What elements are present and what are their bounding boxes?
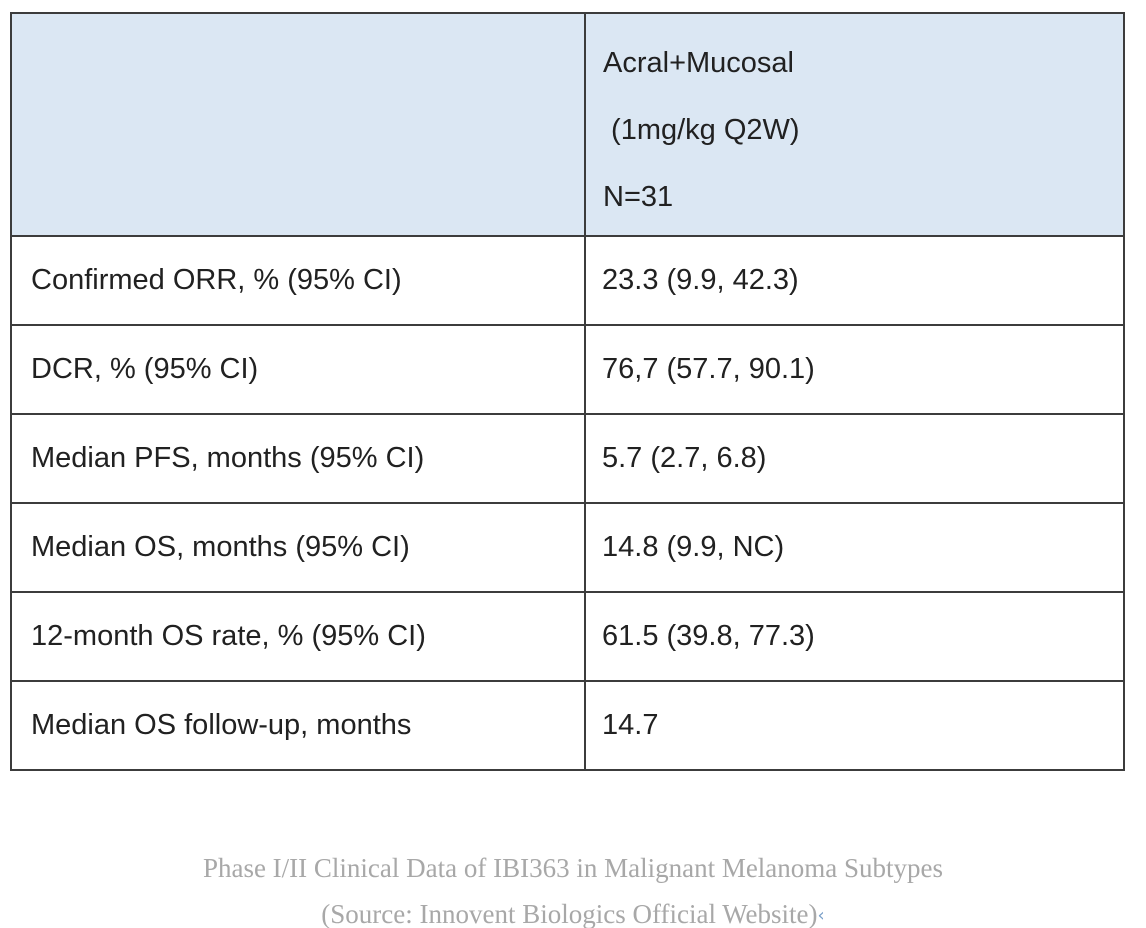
row-value-dcr: 76,7 (57.7, 90.1) <box>584 324 1125 415</box>
table-header-row: Acral+Mucosal (1mg/kg Q2W) N=31 <box>10 12 1125 237</box>
row-label-os: Median OS, months (95% CI) <box>10 502 586 593</box>
table-row: 12-month OS rate, % (95% CI) 61.5 (39.8,… <box>10 591 1125 682</box>
caption-source-line: (Source: Innovent Biologics Official Web… <box>0 891 1146 928</box>
header-cohort-cell: Acral+Mucosal (1mg/kg Q2W) N=31 <box>584 12 1125 237</box>
caption-title-text: Phase I/II Clinical Data of IBI363 in Ma… <box>202 853 944 883</box>
table-row: Confirmed ORR, % (95% CI) 23.3 (9.9, 42.… <box>10 235 1125 326</box>
table-row: Median PFS, months (95% CI) 5.7 (2.7, 6.… <box>10 413 1125 504</box>
row-label-pfs: Median PFS, months (95% CI) <box>10 413 586 504</box>
table-caption: Phase I/II Clinical Data of IBI363 in Ma… <box>0 845 1146 928</box>
table-row: Median OS follow-up, months 14.7 <box>10 680 1125 771</box>
row-label-orr: Confirmed ORR, % (95% CI) <box>10 235 586 326</box>
clinical-data-table: Acral+Mucosal (1mg/kg Q2W) N=31 Confirme… <box>10 12 1125 771</box>
cohort-dose: (1mg/kg Q2W) <box>603 114 800 146</box>
row-label-dcr: DCR, % (95% CI) <box>10 324 586 415</box>
row-value-followup: 14.7 <box>584 680 1125 771</box>
cohort-sample-size: N=31 <box>603 181 674 213</box>
header-empty-cell <box>10 12 586 237</box>
row-value-os: 14.8 (9.9, NC) <box>584 502 1125 593</box>
row-label-followup: Median OS follow-up, months <box>10 680 586 771</box>
paragraph-return-mark-icon: ‹ <box>817 905 825 926</box>
caption-title-line: Phase I/II Clinical Data of IBI363 in Ma… <box>0 845 1146 891</box>
row-label-os-rate: 12-month OS rate, % (95% CI) <box>10 591 586 682</box>
row-value-orr: 23.3 (9.9, 42.3) <box>584 235 1125 326</box>
row-value-pfs: 5.7 (2.7, 6.8) <box>584 413 1125 504</box>
cohort-name: Acral+Mucosal <box>603 47 794 79</box>
table-row: DCR, % (95% CI) 76,7 (57.7, 90.1) <box>10 324 1125 415</box>
table-row: Median OS, months (95% CI) 14.8 (9.9, NC… <box>10 502 1125 593</box>
caption-source-text: (Source: Innovent Biologics Official Web… <box>321 899 818 928</box>
row-value-os-rate: 61.5 (39.8, 77.3) <box>584 591 1125 682</box>
